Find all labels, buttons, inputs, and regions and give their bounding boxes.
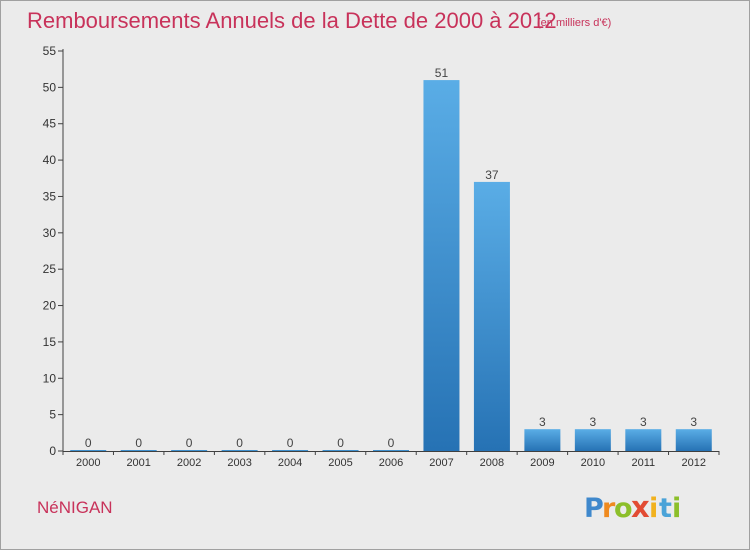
data-label: 0 (186, 436, 193, 450)
x-tick-label: 2012 (682, 457, 706, 469)
data-label: 37 (485, 168, 499, 182)
bar (373, 450, 409, 451)
x-tick-label: 2007 (429, 457, 453, 469)
x-tick-label: 2003 (227, 457, 251, 469)
svg-text:i: i (649, 493, 658, 524)
data-label: 0 (236, 436, 243, 450)
bar (272, 450, 309, 451)
y-tick-label: 45 (43, 117, 57, 131)
y-tick-label: 10 (43, 371, 57, 385)
svg-text:r: r (602, 493, 616, 524)
x-tick-label: 2011 (631, 457, 655, 469)
bar (120, 450, 157, 451)
y-tick-label: 5 (49, 408, 56, 422)
data-label: 3 (690, 415, 697, 429)
svg-text:t: t (659, 493, 672, 524)
x-tick-label: 2005 (328, 457, 352, 469)
bar (322, 450, 359, 451)
commune-name: NéNIGAN (37, 498, 113, 517)
x-tick-label: 2010 (581, 457, 605, 469)
bar (221, 450, 258, 451)
x-tick-label: 2006 (379, 457, 403, 469)
proxiti-logo: P r o x i t i (584, 490, 681, 524)
chart-subtitle: (en milliers d'€) (537, 17, 612, 29)
x-tick-label: 2000 (76, 457, 100, 469)
x-tick-label: 2008 (480, 457, 504, 469)
svg-text:P: P (584, 493, 604, 524)
data-label: 3 (539, 415, 546, 429)
bar (473, 181, 510, 451)
data-label: 3 (590, 415, 597, 429)
y-tick-label: 35 (43, 189, 57, 203)
bar (524, 429, 561, 451)
y-tick-label: 20 (43, 299, 57, 313)
chart-labels: 2000 0 2001 0 2002 0 2003 0 2004 0 2005 0 2006 0 2007 5… (76, 66, 706, 469)
bar (70, 450, 107, 451)
svg-text:i: i (672, 493, 681, 524)
x-tick-label: 2004 (278, 457, 302, 469)
y-tick-label: 55 (43, 44, 57, 58)
data-label: 0 (135, 436, 142, 450)
data-label: 0 (388, 436, 395, 450)
svg-text:x: x (631, 490, 650, 524)
data-label: 3 (640, 415, 647, 429)
y-tick-label: 15 (43, 335, 57, 349)
data-label: 51 (435, 66, 449, 80)
y-tick-label: 50 (43, 80, 57, 94)
bar (625, 429, 662, 451)
data-label: 0 (85, 436, 92, 450)
y-tick-label: 25 (43, 262, 57, 276)
data-label: 0 (337, 436, 344, 450)
x-tick-label: 2009 (530, 457, 554, 469)
chart-title: Remboursements Annuels de la Dette de 20… (27, 8, 557, 33)
y-tick-label: 40 (43, 153, 57, 167)
bar (171, 450, 208, 451)
bar (423, 80, 460, 451)
y-tick-label: 30 (43, 226, 57, 240)
bar (675, 429, 712, 451)
bar (574, 429, 611, 451)
chart-bars (70, 80, 712, 451)
y-tick-label: 0 (49, 444, 56, 458)
svg-text:o: o (614, 493, 633, 524)
data-label: 0 (287, 436, 294, 450)
x-tick-label: 2001 (126, 457, 150, 469)
x-tick-label: 2002 (177, 457, 201, 469)
